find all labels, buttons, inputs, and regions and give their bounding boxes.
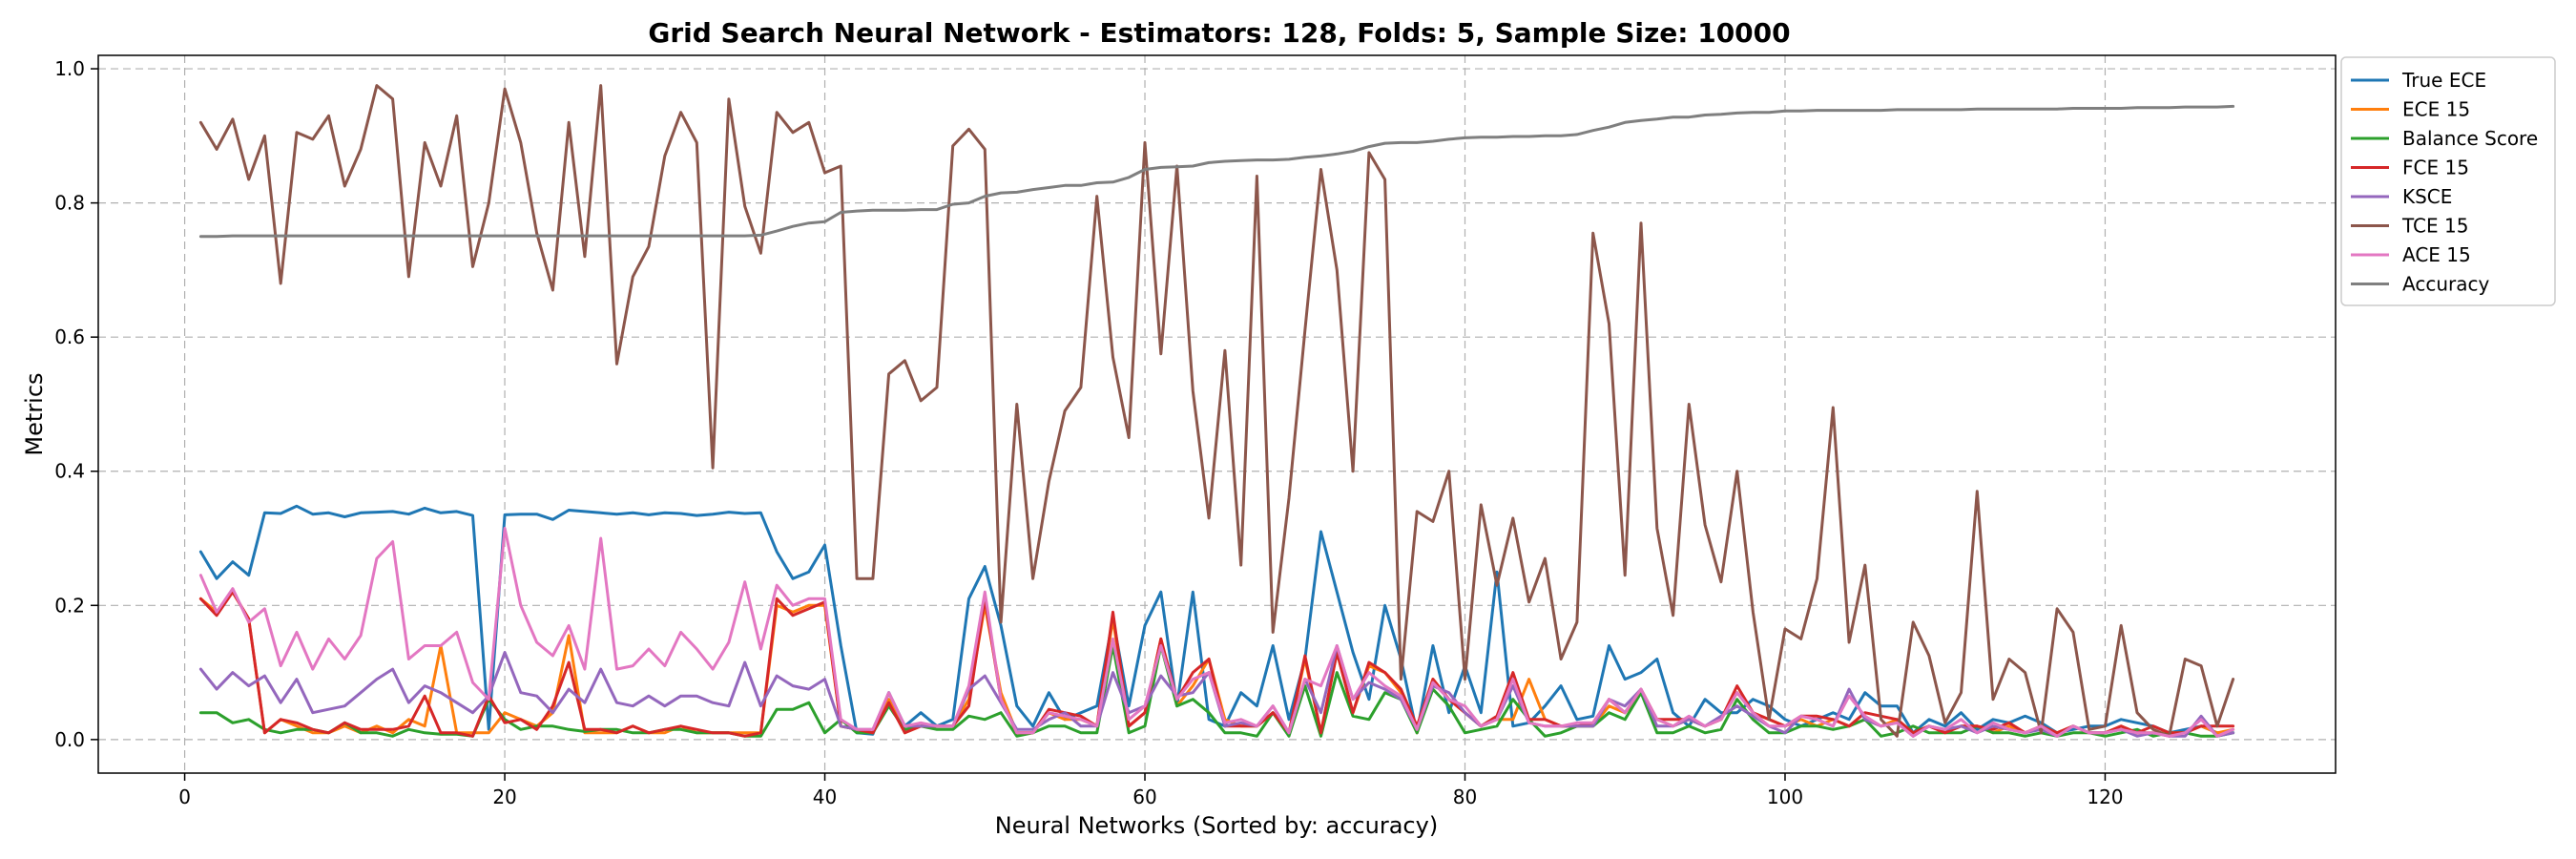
legend-label-ece-15: ECE 15	[2402, 98, 2470, 121]
x-tick-label: 20	[492, 786, 516, 808]
legend-label-accuracy: Accuracy	[2402, 273, 2489, 296]
chart-title: Grid Search Neural Network - Estimators:…	[648, 17, 1790, 49]
plot-frame	[97, 54, 2337, 774]
x-tick-label: 0	[178, 786, 191, 808]
series-line-accuracy	[198, 104, 2235, 239]
x-tick-label: 80	[1453, 786, 1477, 808]
x-tick-label: 120	[2087, 786, 2123, 808]
legend-label-ksce: KSCE	[2402, 185, 2452, 208]
legend-box	[2340, 56, 2556, 306]
legend-label-tce-15: TCE 15	[2401, 215, 2468, 238]
series-line-fce-15	[198, 590, 2235, 738]
legend-label-fce-15: FCE 15	[2402, 157, 2469, 179]
legend-label-balance-score: Balance Score	[2402, 127, 2538, 150]
y-tick-label: 0.8	[54, 192, 85, 215]
series-lines	[198, 84, 2235, 738]
x-tick-label: 40	[813, 786, 837, 808]
legend-label-true-ece: True ECE	[2401, 69, 2486, 92]
legend-label-ace-15: ACE 15	[2402, 243, 2471, 266]
y-axis-title: Metrics	[21, 372, 48, 455]
y-tick-label: 0.0	[54, 728, 85, 751]
y-tick-label: 0.2	[54, 594, 85, 617]
x-axis-ticks: 0 20 40 60 80 100 120	[178, 773, 2124, 808]
x-tick-label: 100	[1767, 786, 1803, 808]
y-tick-label: 0.4	[54, 460, 85, 483]
grid-lines	[98, 55, 2336, 773]
y-tick-label: 0.6	[54, 325, 85, 348]
series-line-tce-15	[198, 84, 2235, 738]
y-axis-ticks: 0.0 0.2 0.4 0.6 0.8 1.0	[54, 57, 98, 751]
x-axis-title: Neural Networks (Sorted by: accuracy)	[995, 812, 1438, 839]
legend: True ECE ECE 15 Balance Score FCE 15 KSCE TCE…	[2340, 56, 2556, 306]
x-tick-label: 60	[1132, 786, 1156, 808]
series-line-ace-15	[198, 527, 2235, 738]
y-tick-label: 1.0	[54, 57, 85, 80]
